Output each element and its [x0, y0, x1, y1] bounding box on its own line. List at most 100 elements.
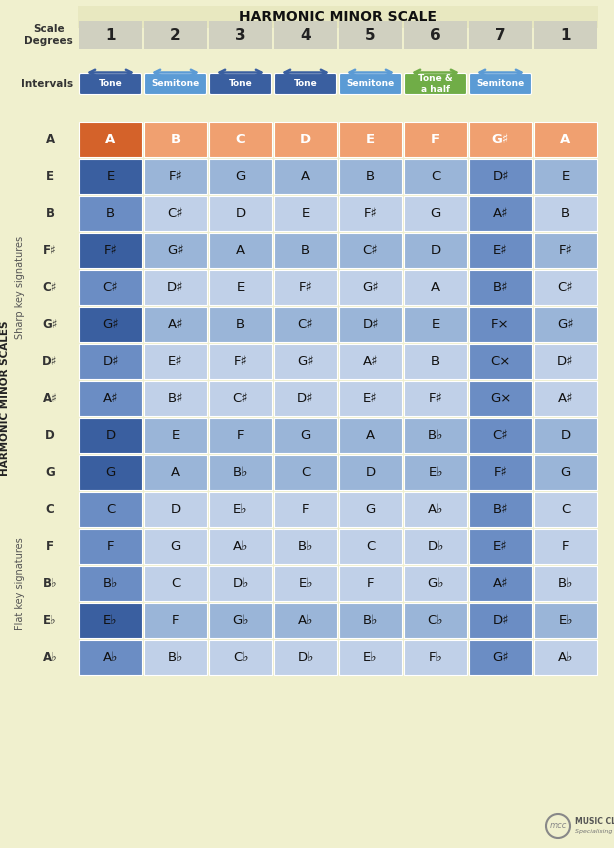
Bar: [274, 196, 337, 231]
Bar: [534, 455, 597, 490]
Bar: [339, 307, 402, 342]
Bar: [339, 344, 402, 379]
Text: D♯: D♯: [492, 614, 509, 627]
Bar: [274, 233, 337, 268]
Text: Tone: Tone: [293, 80, 317, 88]
Bar: [79, 21, 142, 49]
Bar: [469, 455, 532, 490]
Bar: [404, 307, 467, 342]
Text: G♯: G♯: [42, 318, 58, 331]
Bar: [79, 122, 142, 157]
Bar: [79, 492, 142, 527]
Text: D♯: D♯: [492, 170, 509, 183]
Bar: [404, 455, 467, 490]
Text: B♭: B♭: [298, 540, 313, 553]
Text: D: D: [430, 244, 441, 257]
Bar: [209, 159, 272, 194]
Text: A♭: A♭: [558, 651, 573, 664]
Text: G♯: G♯: [492, 133, 509, 146]
Bar: [274, 640, 337, 675]
Text: B♭: B♭: [168, 651, 183, 664]
Text: E: E: [366, 133, 375, 146]
Bar: [209, 529, 272, 564]
Bar: [339, 122, 402, 157]
Bar: [209, 455, 272, 490]
Bar: [339, 529, 402, 564]
Bar: [469, 122, 532, 157]
Text: F♯: F♯: [104, 244, 117, 257]
Bar: [79, 455, 142, 490]
Text: D♯: D♯: [297, 392, 314, 405]
Text: C♯: C♯: [43, 281, 57, 294]
Bar: [469, 233, 532, 268]
Bar: [404, 233, 467, 268]
Text: A♯: A♯: [493, 577, 508, 590]
FancyBboxPatch shape: [340, 74, 402, 94]
Text: G: G: [45, 466, 55, 479]
Bar: [209, 21, 272, 49]
Bar: [79, 159, 142, 194]
Text: Tone: Tone: [99, 80, 122, 88]
Text: G♯: G♯: [297, 355, 314, 368]
Text: D♯: D♯: [42, 355, 58, 368]
Bar: [79, 344, 142, 379]
Text: HARMONIC MINOR SCALE: HARMONIC MINOR SCALE: [239, 10, 437, 24]
Text: F♯: F♯: [233, 355, 247, 368]
Text: D: D: [106, 429, 115, 442]
Text: E♭: E♭: [103, 614, 118, 627]
Bar: [404, 159, 467, 194]
Bar: [144, 640, 207, 675]
Text: C: C: [106, 503, 115, 516]
Text: A♭: A♭: [103, 651, 118, 664]
Text: Semitone: Semitone: [476, 80, 524, 88]
Bar: [78, 6, 598, 28]
Text: G: G: [430, 207, 441, 220]
Text: G♯: G♯: [362, 281, 379, 294]
Text: A♯: A♯: [42, 392, 57, 405]
Bar: [339, 418, 402, 453]
Text: C♯: C♯: [363, 244, 378, 257]
Bar: [534, 159, 597, 194]
Bar: [339, 455, 402, 490]
Bar: [339, 270, 402, 305]
Bar: [79, 196, 142, 231]
Text: D: D: [45, 429, 55, 442]
Bar: [534, 640, 597, 675]
Text: C: C: [431, 170, 440, 183]
Text: B♭: B♭: [103, 577, 118, 590]
Text: E♯: E♯: [363, 392, 378, 405]
Text: F♭: F♭: [429, 651, 442, 664]
Text: B: B: [236, 318, 245, 331]
Bar: [209, 122, 272, 157]
Text: C: C: [366, 540, 375, 553]
Text: B♯: B♯: [493, 281, 508, 294]
Text: F: F: [172, 614, 179, 627]
Text: E♭: E♭: [363, 651, 378, 664]
Text: Scale
Degrees: Scale Degrees: [24, 25, 73, 46]
Text: mcc: mcc: [550, 822, 567, 830]
Text: F: F: [237, 429, 244, 442]
Text: C♯: C♯: [168, 207, 184, 220]
Bar: [144, 122, 207, 157]
Text: 1: 1: [105, 27, 116, 42]
Bar: [274, 603, 337, 638]
Bar: [339, 233, 402, 268]
Bar: [144, 418, 207, 453]
Bar: [209, 233, 272, 268]
Text: A: A: [561, 133, 570, 146]
Bar: [144, 529, 207, 564]
Bar: [404, 196, 467, 231]
Text: F: F: [46, 540, 54, 553]
Text: C♯: C♯: [233, 392, 248, 405]
Bar: [404, 566, 467, 601]
Text: F: F: [431, 133, 440, 146]
Text: B♯: B♯: [168, 392, 183, 405]
Bar: [274, 159, 337, 194]
Text: E♭: E♭: [298, 577, 313, 590]
Text: C: C: [561, 503, 570, 516]
Text: Flat key signatures: Flat key signatures: [15, 537, 25, 630]
Text: B: B: [301, 244, 310, 257]
Bar: [209, 566, 272, 601]
Bar: [469, 307, 532, 342]
Bar: [209, 270, 272, 305]
